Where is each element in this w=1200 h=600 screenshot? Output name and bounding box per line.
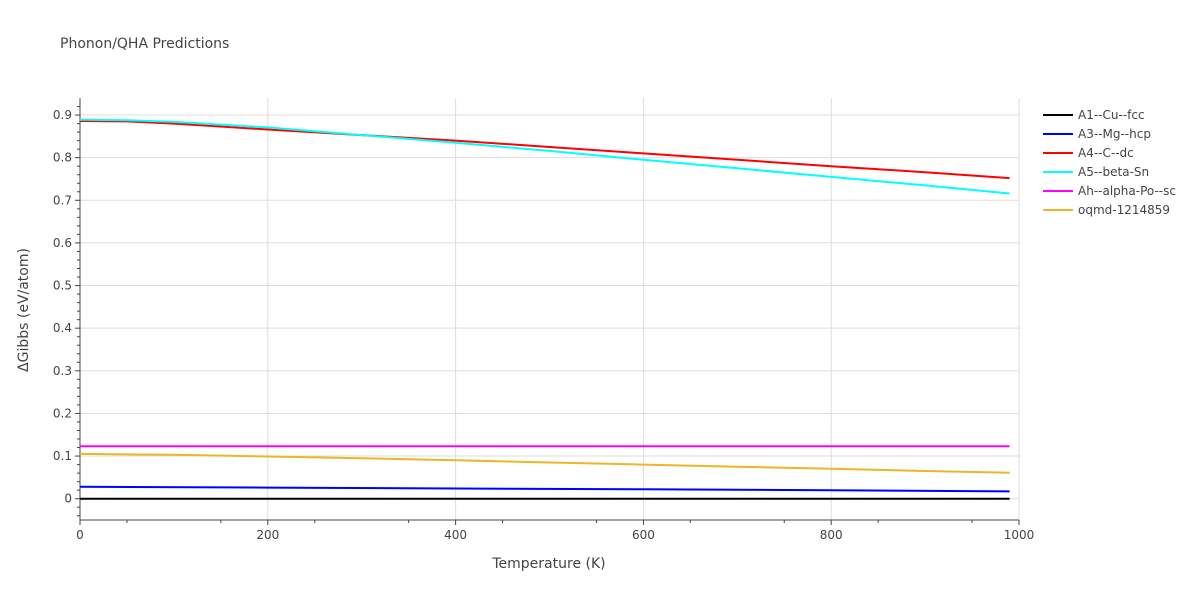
x-tick-label: 400 bbox=[444, 528, 467, 542]
legend-label: oqmd-1214859 bbox=[1078, 203, 1170, 217]
x-tick-label: 1000 bbox=[1004, 528, 1035, 542]
series-line-a5-beta-sn bbox=[79, 118, 1010, 195]
y-tick-label: 0 bbox=[64, 492, 72, 506]
series-line-a3-mg-hcp bbox=[79, 485, 1010, 493]
legend-item[interactable]: oqmd-1214859 bbox=[1043, 203, 1170, 217]
x-axis-title: Temperature (K) bbox=[491, 556, 605, 572]
legend-item[interactable]: A4--C--dc bbox=[1043, 146, 1134, 160]
x-tick-label: 0 bbox=[76, 528, 84, 542]
legend-item[interactable]: A5--beta-Sn bbox=[1043, 165, 1149, 179]
series-layer bbox=[79, 118, 1010, 500]
y-tick-label: 0.3 bbox=[53, 364, 72, 378]
axes-layer: 0 200 400 600 800 1000 0 0.1 0.2 0.3 0.4 0.5 0.6 0.7 0… bbox=[53, 98, 1034, 542]
y-axis-title: ΔGibbs (eV/atom) bbox=[16, 248, 32, 372]
series-line-a4-c-dc bbox=[79, 120, 1010, 180]
legend-label: A3--Mg--hcp bbox=[1078, 127, 1151, 141]
legend[interactable]: A1--Cu--fcc A3--Mg--hcp A4--C--dc A5--beta-… bbox=[1043, 108, 1176, 217]
legend-item[interactable]: Ah--alpha-Po--sc bbox=[1043, 184, 1176, 198]
y-tick-label: 0.2 bbox=[53, 406, 72, 420]
x-tick-label: 800 bbox=[820, 528, 843, 542]
x-tick-label: 200 bbox=[256, 528, 279, 542]
y-tick-label: 0.5 bbox=[53, 279, 72, 293]
legend-label: A1--Cu--fcc bbox=[1078, 108, 1145, 122]
y-tick-label: 0.1 bbox=[53, 449, 72, 463]
legend-label: Ah--alpha-Po--sc bbox=[1078, 184, 1176, 198]
series-line-oqmd-1214859 bbox=[79, 452, 1010, 474]
grid-layer bbox=[80, 98, 1020, 520]
chart-title: Phonon/QHA Predictions bbox=[60, 36, 230, 52]
legend-item[interactable]: A3--Mg--hcp bbox=[1043, 127, 1151, 141]
y-tick-label: 0.9 bbox=[53, 108, 72, 122]
y-tick-label: 0.8 bbox=[53, 151, 72, 165]
y-tick-label: 0.7 bbox=[53, 193, 72, 207]
legend-label: A5--beta-Sn bbox=[1078, 165, 1149, 179]
legend-label: A4--C--dc bbox=[1078, 146, 1134, 160]
y-tick-label: 0.6 bbox=[53, 236, 72, 250]
y-tick-label: 0.4 bbox=[53, 321, 72, 335]
x-tick-label: 600 bbox=[632, 528, 655, 542]
legend-item[interactable]: A1--Cu--fcc bbox=[1043, 108, 1145, 122]
